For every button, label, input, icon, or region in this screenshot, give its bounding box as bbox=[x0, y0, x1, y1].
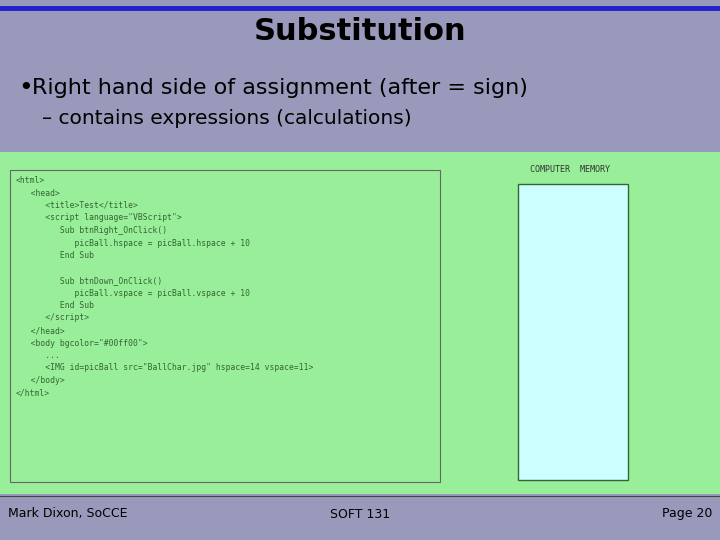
Text: SOFT 131: SOFT 131 bbox=[330, 508, 390, 521]
Bar bbox=[10, 170, 440, 482]
Text: – contains expressions (calculations): – contains expressions (calculations) bbox=[42, 109, 412, 127]
Bar bbox=[0, 152, 720, 494]
Text: Substitution: Substitution bbox=[253, 17, 467, 46]
Text: COMPUTER  MEMORY: COMPUTER MEMORY bbox=[530, 165, 610, 174]
Text: Right hand side of assignment (after = sign): Right hand side of assignment (after = s… bbox=[32, 78, 528, 98]
Text: Page 20: Page 20 bbox=[662, 508, 712, 521]
Bar bbox=[518, 184, 628, 480]
Text: •: • bbox=[18, 76, 32, 100]
Text: Mark Dixon, SoCCE: Mark Dixon, SoCCE bbox=[8, 508, 127, 521]
Text: <html>
   <head>
      <title>Test</title>
      <script language="VBScript">
  : <html> <head> <title>Test</title> <scrip… bbox=[16, 176, 313, 397]
